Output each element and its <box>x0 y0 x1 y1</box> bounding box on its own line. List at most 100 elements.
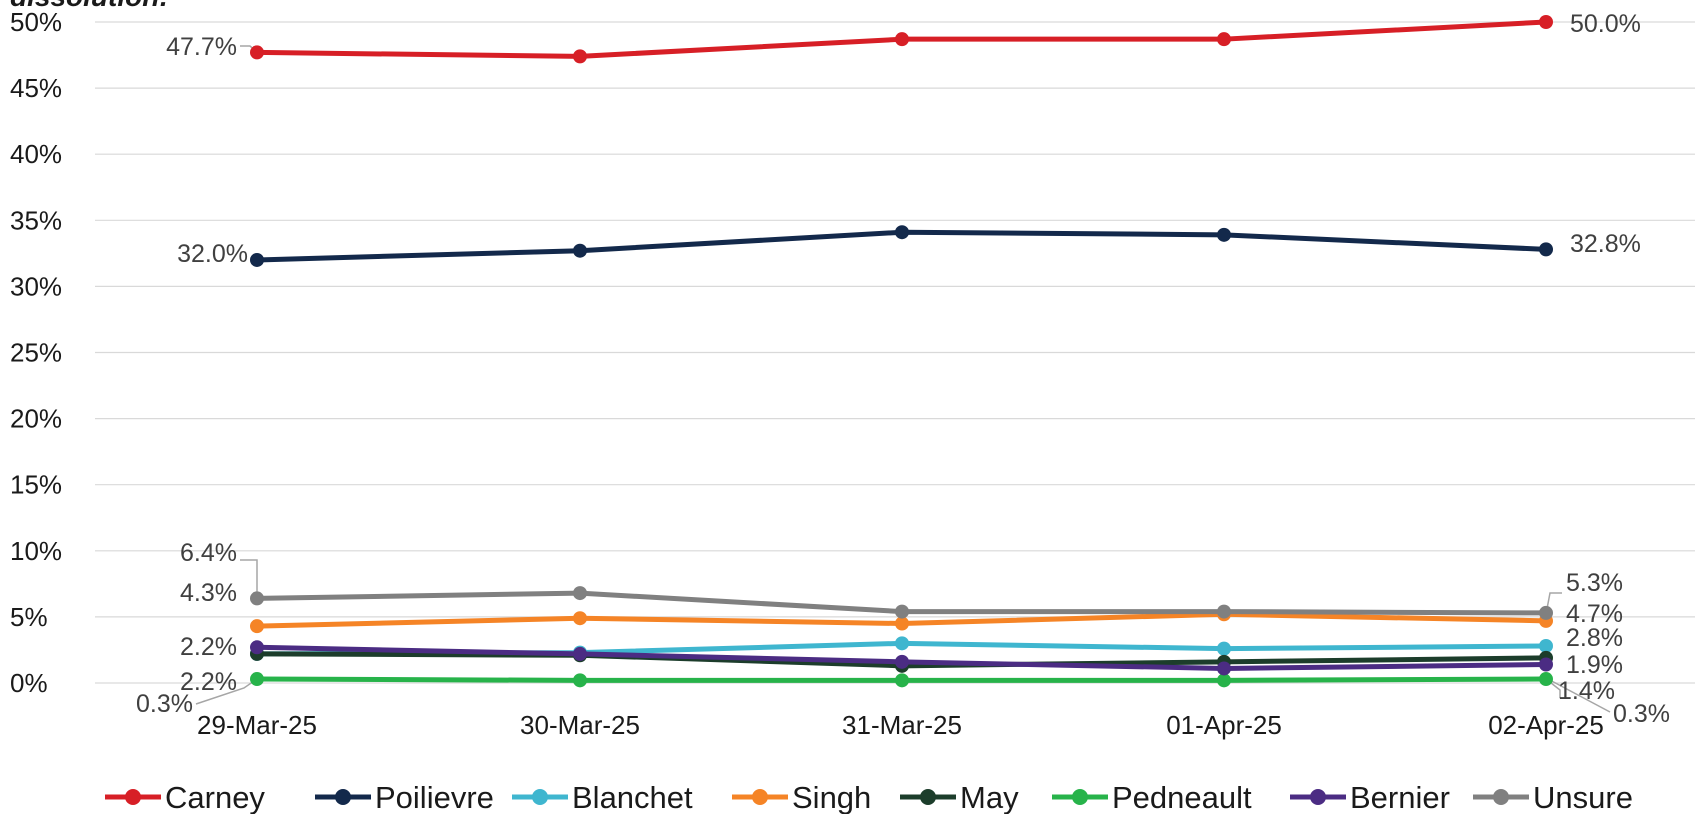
data-label-end: 1.4% <box>1558 677 1615 705</box>
label-leader-line <box>240 559 258 597</box>
legend-swatch-marker <box>1310 789 1326 805</box>
legend-swatch-marker <box>920 789 936 805</box>
data-label-end: 0.3% <box>1613 700 1670 728</box>
data-point <box>573 673 587 688</box>
data-point <box>1539 242 1553 257</box>
data-point <box>1217 661 1231 676</box>
y-tick-label: 50% <box>10 7 62 37</box>
legend-item-unsure: Unsure <box>1473 780 1633 814</box>
x-axis: 29-Mar-25 30-Mar-25 31-Mar-25 01-Apr-25 02-A… <box>197 710 1604 740</box>
data-point <box>1539 672 1553 687</box>
data-point <box>573 586 587 601</box>
gridlines <box>95 21 1695 684</box>
y-tick-label: 5% <box>10 602 48 632</box>
legend-item-bernier: Bernier <box>1290 780 1450 814</box>
legend-swatch-marker <box>532 789 548 805</box>
data-label-end: 1.9% <box>1566 651 1623 679</box>
data-point <box>895 673 909 688</box>
legend-swatch-marker <box>1493 789 1509 805</box>
data-label-start: 4.3% <box>180 579 237 607</box>
y-tick-label: 10% <box>10 536 62 566</box>
y-tick-label: 35% <box>10 205 62 235</box>
data-point <box>1539 605 1553 620</box>
legend-swatch-marker <box>1072 789 1088 805</box>
data-point <box>250 672 264 687</box>
y-tick-label: 45% <box>10 73 62 103</box>
data-label-end: 5.3% <box>1566 569 1623 597</box>
data-point <box>895 225 909 240</box>
data-point <box>1217 641 1231 656</box>
legend-label: Singh <box>792 780 871 814</box>
legend-label: Bernier <box>1350 780 1450 814</box>
y-tick-label: 40% <box>10 139 62 169</box>
y-tick-label: 30% <box>10 271 62 301</box>
data-point <box>573 646 587 661</box>
series-poilievre <box>250 225 1553 267</box>
chart-title-fragment: dissolution: <box>10 0 169 12</box>
legend-label: May <box>960 780 1019 814</box>
data-label-end: 50.0% <box>1570 10 1641 38</box>
data-point <box>250 640 264 655</box>
data-labels: 47.7% 50.0% 32.0% 32.8% 2.2% 2.8% 4.3% 4.7% 2.2%… <box>136 10 1670 728</box>
legend-swatch-marker <box>752 789 768 805</box>
data-point <box>895 654 909 669</box>
data-label-start: 32.0% <box>177 240 248 268</box>
label-leader-line <box>1545 677 1611 713</box>
legend-item-blanchet: Blanchet <box>512 780 693 814</box>
legend-item-carney: Carney <box>105 780 265 814</box>
data-point <box>250 591 264 606</box>
x-tick-label: 29-Mar-25 <box>197 710 317 740</box>
legend-item-poilievre: Poilievre <box>315 780 494 814</box>
legend-label: Poilievre <box>375 780 494 814</box>
y-tick-label: 0% <box>10 668 48 698</box>
legend-label: Carney <box>165 780 265 814</box>
x-tick-label: 30-Mar-25 <box>520 710 640 740</box>
data-point <box>1217 227 1231 242</box>
data-point <box>895 616 909 631</box>
series-lines <box>250 15 1553 688</box>
data-label-start: 2.2% <box>180 668 237 696</box>
data-point <box>1539 657 1553 672</box>
data-label-end: 4.7% <box>1566 600 1623 628</box>
y-tick-label: 15% <box>10 470 62 500</box>
series-pedneault <box>250 672 1553 688</box>
data-point <box>895 636 909 651</box>
y-axis: 0% 5% 10% 15% 20% 25% 30% 35% 40% 45% 50% <box>10 7 62 698</box>
data-point <box>573 611 587 626</box>
data-point <box>250 252 264 267</box>
legend-item-singh: Singh <box>732 780 871 814</box>
data-point <box>1539 15 1553 29</box>
data-point <box>250 619 264 634</box>
series-bernier <box>250 640 1553 676</box>
legend-label: Blanchet <box>572 780 693 814</box>
data-point <box>1539 638 1553 653</box>
legend-item-may: May <box>900 780 1019 814</box>
legend-swatch-marker <box>335 789 351 805</box>
x-tick-label: 02-Apr-25 <box>1488 710 1604 740</box>
data-point <box>1217 604 1231 619</box>
data-point <box>573 243 587 258</box>
y-tick-label: 20% <box>10 404 62 434</box>
data-point <box>1217 32 1231 47</box>
data-point <box>250 45 264 60</box>
data-label-end: 2.8% <box>1566 624 1623 652</box>
y-tick-label: 25% <box>10 338 62 368</box>
data-label-start: 6.4% <box>180 539 237 567</box>
legend-label: Pedneault <box>1112 780 1252 814</box>
data-label-start: 2.2% <box>180 633 237 661</box>
legend-item-pedneault: Pedneault <box>1052 780 1252 814</box>
data-label-end: 32.8% <box>1570 230 1641 258</box>
x-tick-label: 31-Mar-25 <box>842 710 962 740</box>
legend-swatch-marker <box>125 789 141 805</box>
data-point <box>895 604 909 619</box>
data-label-start: 47.7% <box>166 33 237 61</box>
data-point <box>1217 673 1231 688</box>
x-tick-label: 01-Apr-25 <box>1166 710 1282 740</box>
data-point <box>895 32 909 47</box>
series-unsure <box>250 586 1553 620</box>
title-layer: dissolution: <box>10 0 169 12</box>
series-carney <box>250 15 1553 64</box>
data-label-start: 0.3% <box>136 690 193 718</box>
